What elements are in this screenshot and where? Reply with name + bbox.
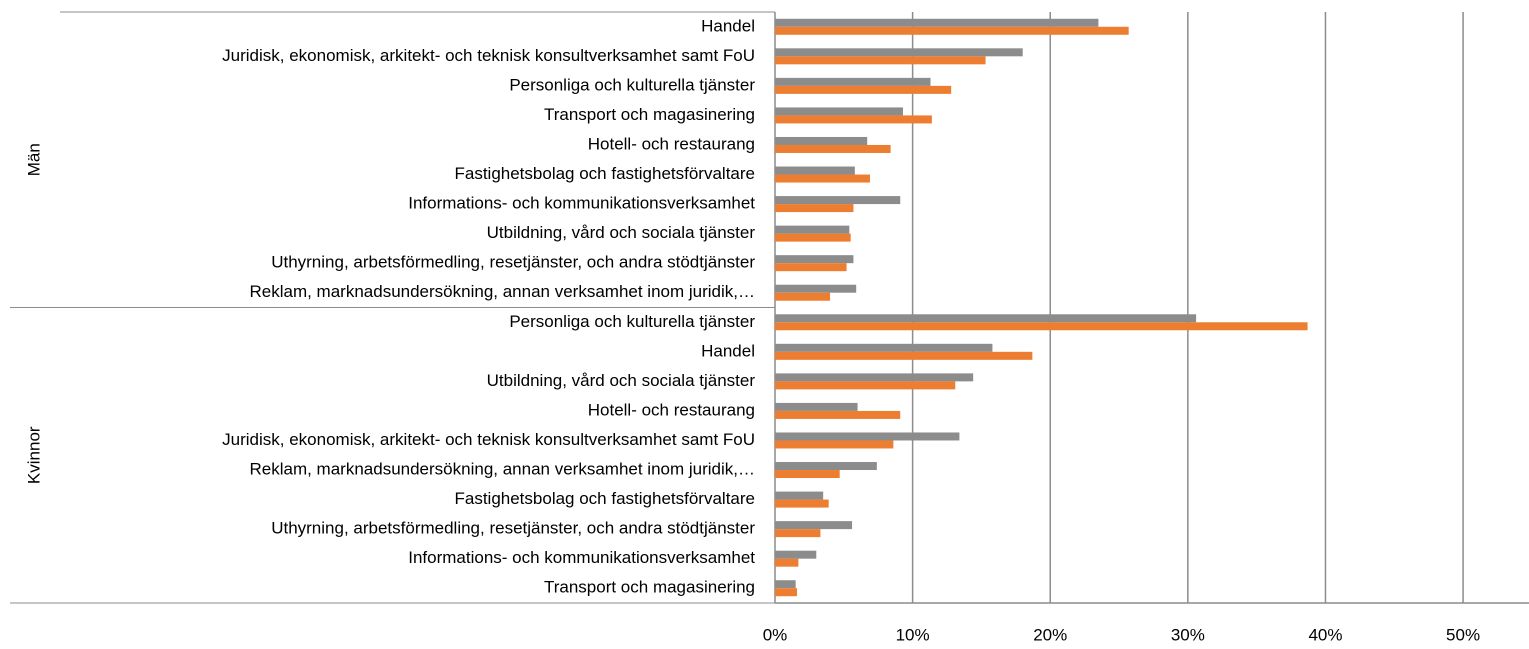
bar: [775, 499, 829, 508]
bar: [775, 225, 850, 234]
y-tick-label: Juridisk, ekonomisk, arkitekt- och tekni…: [222, 46, 755, 65]
bar: [775, 18, 1099, 27]
bar: [775, 402, 858, 411]
y-tick-label: Personliga och kulturella tjänster: [509, 75, 755, 94]
y-tick-label: Personliga och kulturella tjänster: [509, 312, 755, 331]
bar: [775, 410, 901, 419]
bar: [775, 314, 1197, 323]
bar: [775, 440, 894, 449]
bar: [775, 85, 952, 94]
bar: [775, 174, 870, 183]
x-tick-label: 50%: [1446, 625, 1480, 644]
y-tick-label: Utbildning, vård och sociala tjänster: [487, 223, 756, 242]
bar: [775, 292, 831, 301]
x-tick-label: 0%: [763, 625, 788, 644]
bar: [775, 470, 840, 479]
bar: [775, 580, 796, 589]
x-tick-label: 30%: [1171, 625, 1205, 644]
y-tick-label: Fastighetsbolag och fastighetsförvaltare: [454, 489, 755, 508]
y-tick-label: Transport och magasinering: [544, 578, 755, 597]
y-tick-label: Handel: [701, 341, 755, 360]
bar: [775, 204, 854, 213]
y-tick-label: Informations- och kommunikationsverksamh…: [408, 194, 755, 213]
y-tick-label: Utbildning, vård och sociala tjänster: [487, 371, 756, 390]
bar: [775, 343, 993, 352]
bar: [775, 56, 986, 65]
bar: [775, 588, 798, 597]
bar: [775, 48, 1023, 57]
y-tick-label: Fastighetsbolag och fastighetsförvaltare: [454, 164, 755, 183]
y-tick-label: Transport och magasinering: [544, 105, 755, 124]
bar: [775, 263, 847, 272]
bar: [775, 351, 1033, 360]
y-tick-label: Handel: [701, 16, 755, 35]
bar: [775, 491, 824, 500]
y-tick-label: Reklam, marknadsundersökning, annan verk…: [249, 282, 755, 301]
x-tick-label: 40%: [1308, 625, 1342, 644]
bar: [775, 521, 853, 530]
bar: [775, 255, 854, 264]
y-tick-label: Uthyrning, arbetsförmedling, resetjänste…: [271, 253, 755, 272]
bar: [775, 115, 932, 124]
y-tick-label: Hotell- och restaurang: [588, 134, 755, 153]
bar: [775, 77, 931, 86]
group-label: Kvinnor: [24, 426, 43, 484]
bar: [775, 322, 1308, 331]
bar: [775, 432, 960, 441]
bar: [775, 107, 903, 116]
bar: [775, 166, 855, 175]
bar: [775, 550, 817, 559]
bar: [775, 144, 891, 153]
bar: [775, 196, 901, 205]
group-label: Män: [24, 143, 43, 176]
bar: [775, 26, 1129, 35]
bar: [775, 462, 877, 471]
bar: [775, 233, 851, 242]
x-tick-label: 10%: [896, 625, 930, 644]
y-tick-label: Hotell- och restaurang: [588, 400, 755, 419]
y-tick-label: Reklam, marknadsundersökning, annan verk…: [249, 460, 755, 479]
bar: [775, 284, 857, 293]
bar: [775, 529, 821, 538]
y-tick-label: Uthyrning, arbetsförmedling, resetjänste…: [271, 519, 755, 538]
y-tick-label: Juridisk, ekonomisk, arkitekt- och tekni…: [222, 430, 755, 449]
bar: [775, 136, 868, 145]
bar: [775, 381, 956, 390]
x-tick-label: 20%: [1033, 625, 1067, 644]
y-tick-label: Informations- och kommunikationsverksamh…: [408, 548, 755, 567]
bar: [775, 558, 799, 567]
bar: [775, 373, 974, 382]
